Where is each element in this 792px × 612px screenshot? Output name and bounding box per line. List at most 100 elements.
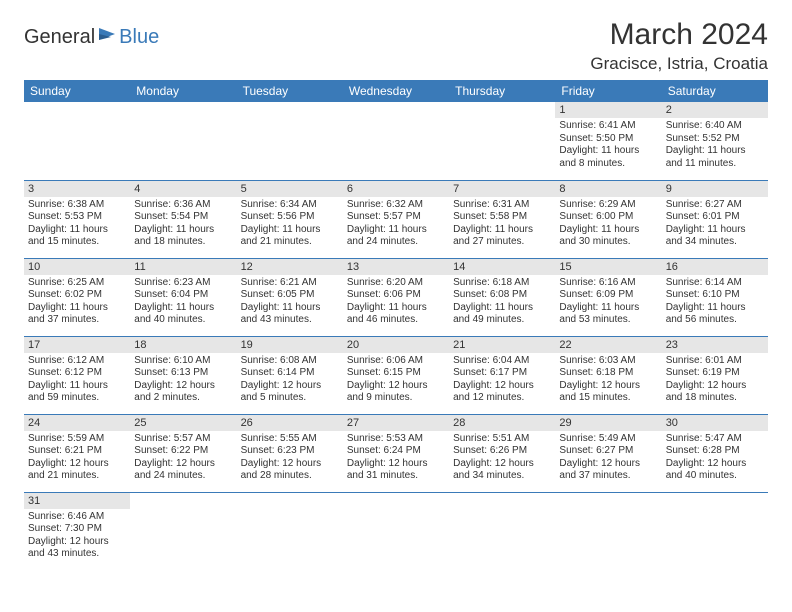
- day-number: 21: [449, 337, 555, 353]
- day-number: 4: [130, 181, 236, 197]
- day-details: Sunrise: 5:51 AMSunset: 6:26 PMDaylight:…: [449, 431, 555, 487]
- calendar-day-cell: 11Sunrise: 6:23 AMSunset: 6:04 PMDayligh…: [130, 258, 236, 336]
- day-details: Sunrise: 6:14 AMSunset: 6:10 PMDaylight:…: [662, 275, 768, 331]
- calendar-day-cell: 13Sunrise: 6:20 AMSunset: 6:06 PMDayligh…: [343, 258, 449, 336]
- logo: General Blue: [24, 26, 159, 49]
- day-details: Sunrise: 6:06 AMSunset: 6:15 PMDaylight:…: [343, 353, 449, 409]
- day-details: Sunrise: 6:31 AMSunset: 5:58 PMDaylight:…: [449, 197, 555, 253]
- day-details: Sunrise: 5:47 AMSunset: 6:28 PMDaylight:…: [662, 431, 768, 487]
- calendar-empty-cell: [24, 102, 130, 180]
- calendar-page: General Blue March 2024 Gracisce, Istria…: [0, 0, 792, 588]
- day-details: Sunrise: 5:59 AMSunset: 6:21 PMDaylight:…: [24, 431, 130, 487]
- calendar-day-cell: 19Sunrise: 6:08 AMSunset: 6:14 PMDayligh…: [237, 336, 343, 414]
- day-details: Sunrise: 6:21 AMSunset: 6:05 PMDaylight:…: [237, 275, 343, 331]
- day-details: Sunrise: 5:53 AMSunset: 6:24 PMDaylight:…: [343, 431, 449, 487]
- day-number: 6: [343, 181, 449, 197]
- calendar-empty-cell: [130, 492, 236, 570]
- day-details: Sunrise: 5:55 AMSunset: 6:23 PMDaylight:…: [237, 431, 343, 487]
- day-details: Sunrise: 6:23 AMSunset: 6:04 PMDaylight:…: [130, 275, 236, 331]
- day-number: 25: [130, 415, 236, 431]
- location: Gracisce, Istria, Croatia: [590, 54, 768, 74]
- day-number: 27: [343, 415, 449, 431]
- calendar-day-cell: 30Sunrise: 5:47 AMSunset: 6:28 PMDayligh…: [662, 414, 768, 492]
- calendar-empty-cell: [662, 492, 768, 570]
- calendar-week-row: 1Sunrise: 6:41 AMSunset: 5:50 PMDaylight…: [24, 102, 768, 180]
- calendar-empty-cell: [343, 102, 449, 180]
- weekday-header: Wednesday: [343, 80, 449, 102]
- flag-icon: [99, 26, 119, 47]
- day-details: Sunrise: 6:18 AMSunset: 6:08 PMDaylight:…: [449, 275, 555, 331]
- day-details: Sunrise: 6:25 AMSunset: 6:02 PMDaylight:…: [24, 275, 130, 331]
- day-details: Sunrise: 6:41 AMSunset: 5:50 PMDaylight:…: [555, 118, 661, 174]
- calendar-day-cell: 2Sunrise: 6:40 AMSunset: 5:52 PMDaylight…: [662, 102, 768, 180]
- day-number: 14: [449, 259, 555, 275]
- calendar-week-row: 10Sunrise: 6:25 AMSunset: 6:02 PMDayligh…: [24, 258, 768, 336]
- day-number: 13: [343, 259, 449, 275]
- calendar-empty-cell: [449, 102, 555, 180]
- calendar-day-cell: 22Sunrise: 6:03 AMSunset: 6:18 PMDayligh…: [555, 336, 661, 414]
- calendar-empty-cell: [237, 492, 343, 570]
- calendar-day-cell: 10Sunrise: 6:25 AMSunset: 6:02 PMDayligh…: [24, 258, 130, 336]
- calendar-day-cell: 15Sunrise: 6:16 AMSunset: 6:09 PMDayligh…: [555, 258, 661, 336]
- day-number: 2: [662, 102, 768, 118]
- logo-text-blue: Blue: [119, 26, 159, 49]
- day-number: 17: [24, 337, 130, 353]
- calendar-day-cell: 29Sunrise: 5:49 AMSunset: 6:27 PMDayligh…: [555, 414, 661, 492]
- day-number: 30: [662, 415, 768, 431]
- weekday-header: Monday: [130, 80, 236, 102]
- month-title: March 2024: [590, 18, 768, 52]
- calendar-day-cell: 26Sunrise: 5:55 AMSunset: 6:23 PMDayligh…: [237, 414, 343, 492]
- day-details: Sunrise: 6:29 AMSunset: 6:00 PMDaylight:…: [555, 197, 661, 253]
- day-number: 15: [555, 259, 661, 275]
- day-details: Sunrise: 5:49 AMSunset: 6:27 PMDaylight:…: [555, 431, 661, 487]
- calendar-day-cell: 31Sunrise: 6:46 AMSunset: 7:30 PMDayligh…: [24, 492, 130, 570]
- day-number: 23: [662, 337, 768, 353]
- calendar-day-cell: 27Sunrise: 5:53 AMSunset: 6:24 PMDayligh…: [343, 414, 449, 492]
- day-number: 5: [237, 181, 343, 197]
- weekday-header: Thursday: [449, 80, 555, 102]
- calendar-week-row: 24Sunrise: 5:59 AMSunset: 6:21 PMDayligh…: [24, 414, 768, 492]
- day-number: 11: [130, 259, 236, 275]
- day-details: Sunrise: 6:12 AMSunset: 6:12 PMDaylight:…: [24, 353, 130, 409]
- day-details: Sunrise: 5:57 AMSunset: 6:22 PMDaylight:…: [130, 431, 236, 487]
- day-number: 12: [237, 259, 343, 275]
- calendar-day-cell: 24Sunrise: 5:59 AMSunset: 6:21 PMDayligh…: [24, 414, 130, 492]
- calendar-day-cell: 4Sunrise: 6:36 AMSunset: 5:54 PMDaylight…: [130, 180, 236, 258]
- calendar-empty-cell: [237, 102, 343, 180]
- calendar-day-cell: 23Sunrise: 6:01 AMSunset: 6:19 PMDayligh…: [662, 336, 768, 414]
- day-number: 29: [555, 415, 661, 431]
- day-details: Sunrise: 6:34 AMSunset: 5:56 PMDaylight:…: [237, 197, 343, 253]
- day-details: Sunrise: 6:16 AMSunset: 6:09 PMDaylight:…: [555, 275, 661, 331]
- calendar-day-cell: 6Sunrise: 6:32 AMSunset: 5:57 PMDaylight…: [343, 180, 449, 258]
- day-number: 31: [24, 493, 130, 509]
- day-details: Sunrise: 6:20 AMSunset: 6:06 PMDaylight:…: [343, 275, 449, 331]
- day-details: Sunrise: 6:08 AMSunset: 6:14 PMDaylight:…: [237, 353, 343, 409]
- calendar-day-cell: 16Sunrise: 6:14 AMSunset: 6:10 PMDayligh…: [662, 258, 768, 336]
- day-details: Sunrise: 6:32 AMSunset: 5:57 PMDaylight:…: [343, 197, 449, 253]
- calendar-day-cell: 25Sunrise: 5:57 AMSunset: 6:22 PMDayligh…: [130, 414, 236, 492]
- weekday-header: Friday: [555, 80, 661, 102]
- day-details: Sunrise: 6:03 AMSunset: 6:18 PMDaylight:…: [555, 353, 661, 409]
- day-details: Sunrise: 6:38 AMSunset: 5:53 PMDaylight:…: [24, 197, 130, 253]
- weekday-header-row: SundayMondayTuesdayWednesdayThursdayFrid…: [24, 80, 768, 102]
- day-number: 20: [343, 337, 449, 353]
- calendar-day-cell: 17Sunrise: 6:12 AMSunset: 6:12 PMDayligh…: [24, 336, 130, 414]
- day-number: 1: [555, 102, 661, 118]
- day-details: Sunrise: 6:36 AMSunset: 5:54 PMDaylight:…: [130, 197, 236, 253]
- calendar-day-cell: 8Sunrise: 6:29 AMSunset: 6:00 PMDaylight…: [555, 180, 661, 258]
- day-number: 26: [237, 415, 343, 431]
- day-number: 28: [449, 415, 555, 431]
- day-details: Sunrise: 6:01 AMSunset: 6:19 PMDaylight:…: [662, 353, 768, 409]
- day-number: 10: [24, 259, 130, 275]
- title-block: March 2024 Gracisce, Istria, Croatia: [590, 18, 768, 74]
- weekday-header: Tuesday: [237, 80, 343, 102]
- day-details: Sunrise: 6:46 AMSunset: 7:30 PMDaylight:…: [24, 509, 130, 565]
- calendar-day-cell: 3Sunrise: 6:38 AMSunset: 5:53 PMDaylight…: [24, 180, 130, 258]
- calendar-day-cell: 12Sunrise: 6:21 AMSunset: 6:05 PMDayligh…: [237, 258, 343, 336]
- day-details: Sunrise: 6:04 AMSunset: 6:17 PMDaylight:…: [449, 353, 555, 409]
- header: General Blue March 2024 Gracisce, Istria…: [24, 18, 768, 74]
- calendar-week-row: 3Sunrise: 6:38 AMSunset: 5:53 PMDaylight…: [24, 180, 768, 258]
- calendar-empty-cell: [449, 492, 555, 570]
- weekday-header: Sunday: [24, 80, 130, 102]
- day-details: Sunrise: 6:10 AMSunset: 6:13 PMDaylight:…: [130, 353, 236, 409]
